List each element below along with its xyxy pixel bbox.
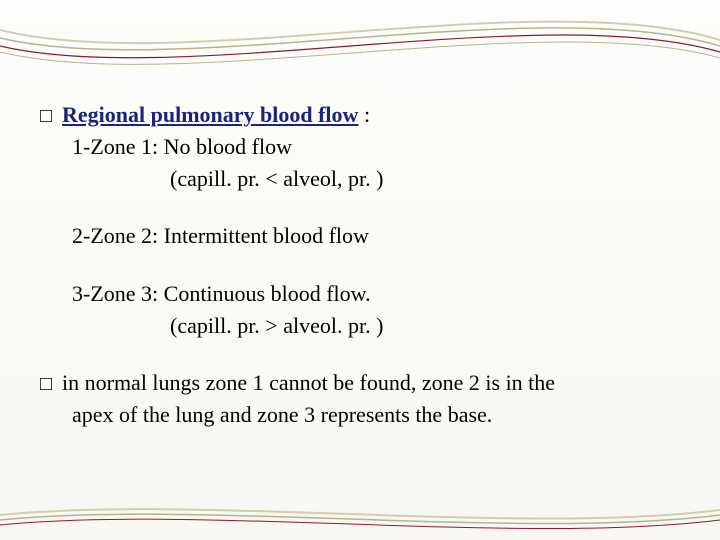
- bullet-icon: □: [40, 371, 62, 398]
- body-text: in normal lungs zone 1 cannot be found, …: [62, 370, 555, 395]
- decorative-swoosh-top: [0, 0, 720, 80]
- spacer: [40, 342, 680, 368]
- slide: □Regional pulmonary blood flow : 1-Zone …: [0, 0, 720, 540]
- decorative-swoosh-bottom: [0, 490, 720, 540]
- content-area: □Regional pulmonary blood flow : 1-Zone …: [40, 100, 680, 432]
- body-line: □in normal lungs zone 1 cannot be found,…: [40, 368, 680, 398]
- body-line: (capill. pr. < alveol, pr. ): [40, 164, 680, 194]
- body-line: 2-Zone 2: Intermittent blood flow: [40, 221, 680, 251]
- title-text: Regional pulmonary blood flow: [62, 102, 358, 127]
- title-suffix: :: [358, 102, 370, 127]
- title-line: □Regional pulmonary blood flow :: [40, 100, 680, 130]
- body-line: apex of the lung and zone 3 represents t…: [40, 400, 680, 430]
- spacer: [40, 195, 680, 221]
- bullet-icon: □: [40, 103, 62, 130]
- body-line: 1-Zone 1: No blood flow: [40, 132, 680, 162]
- spacer: [40, 253, 680, 279]
- body-line: (capill. pr. > alveol. pr. ): [40, 311, 680, 341]
- body-line: 3-Zone 3: Continuous blood flow.: [40, 279, 680, 309]
